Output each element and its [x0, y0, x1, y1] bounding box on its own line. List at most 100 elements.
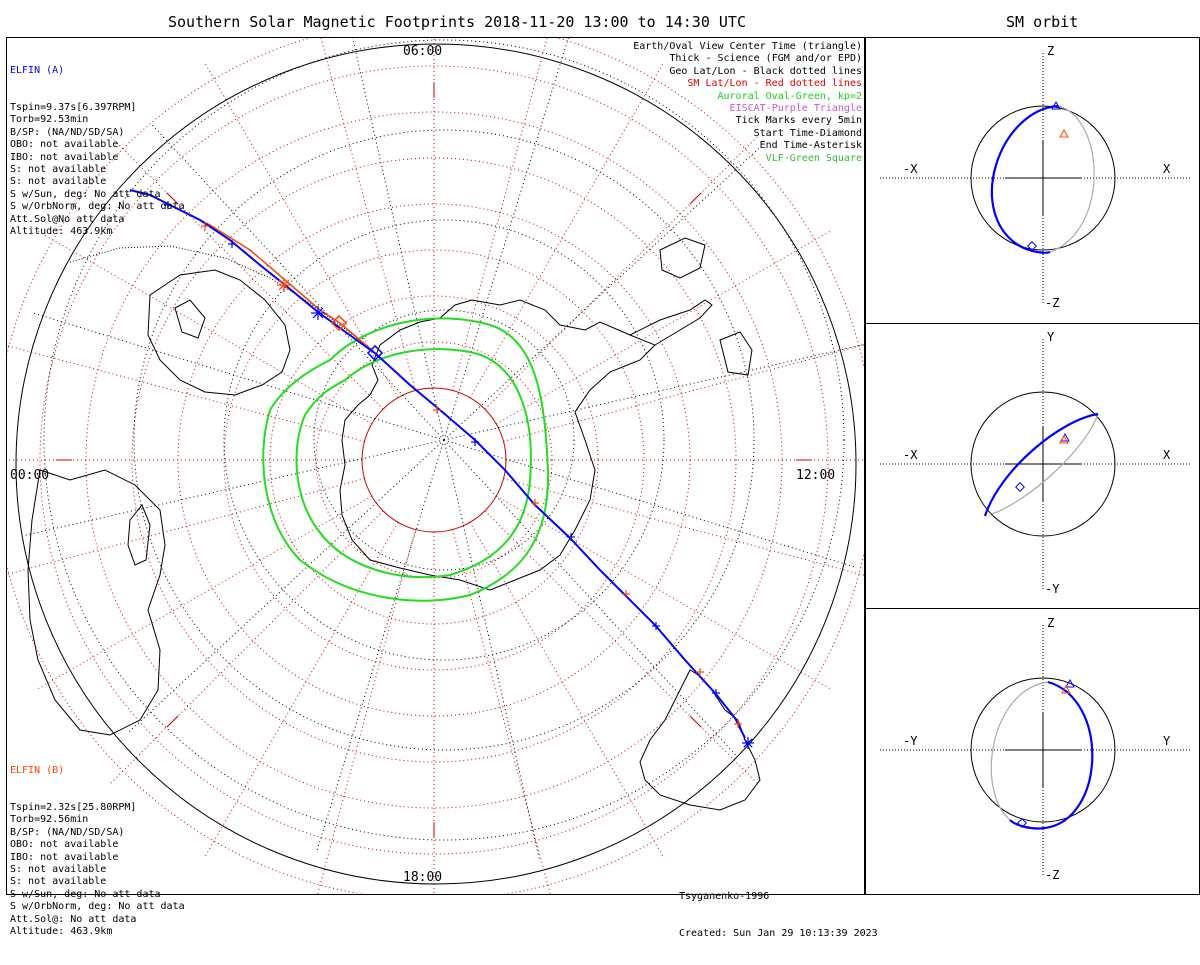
orbit-label-right: Y [1163, 734, 1171, 748]
elfin-b-line-2: B/SP: (NA/ND/SD/SA) [10, 826, 125, 838]
sm-tick [689, 715, 702, 728]
sm-lon-line [503, 478, 864, 576]
legend-item-1: Thick - Science (FGM and/or EPD) [669, 53, 862, 65]
legend-item-9: VLF-Green Square [765, 152, 862, 164]
orbit-plots [880, 53, 1190, 875]
elfin-b-geo-trace [69, 245, 376, 353]
madagascar-outline [127, 504, 151, 566]
orbit-start-diamond [1017, 818, 1027, 828]
elfin-a-info: ELFIN (A) Tspin=9.37s[6.397RPM] Torb=92.5… [10, 40, 185, 263]
sm-lat-circle [223, 249, 645, 671]
map-panel [6, 37, 865, 895]
legend-item-5: EISCAT-Purple Triangle [729, 103, 862, 115]
sm-lon-line [503, 344, 864, 442]
orbit-earth-circle [970, 391, 1116, 537]
geo-lat-circle [223, 219, 665, 661]
elfin-a-line-3: OBO: not available [10, 139, 119, 151]
sm-tick [166, 715, 179, 728]
sm-lon-line [469, 61, 665, 398]
elfin-a-line-10: Altitude: 463.9km [10, 226, 113, 238]
elfin-a-line-8: S w/OrbNorm, deg: No att data [10, 201, 185, 213]
orbit-front-arc [983, 412, 1099, 517]
main-title: Southern Solar Magnetic Footprints 2018-… [168, 13, 746, 31]
footprint-figure: Southern Solar Magnetic Footprints 2018-… [6, 13, 1200, 939]
orbit-label-left: -X [903, 162, 918, 176]
elfin-a-line-2: B/SP: (NA/ND/SD/SA) [10, 126, 125, 138]
australia-outline [147, 269, 291, 396]
elfin-b-line-4: IBO: not available [10, 851, 119, 863]
orbit-label-top: Y [1047, 330, 1055, 344]
legend-item-0: Earth/Oval View Center Time (triangle) [633, 41, 862, 52]
mlt-label-top: 06:00 [403, 44, 443, 59]
legend-item-2: Geo Lat/Lon - Black dotted lines [669, 65, 862, 77]
elfin-a-line-9: Att.Sol@No att data [10, 213, 125, 225]
sm-lon-line [203, 61, 399, 398]
orbit-label-right: X [1163, 162, 1171, 176]
elfin-b-track [159, 199, 377, 355]
elfin-a-line-1: Torb=92.53min [10, 114, 89, 126]
model-label: Tsyganenko-1996 [679, 890, 770, 902]
orbit-center-triangle-b [1061, 684, 1071, 694]
orbit-label-left: -X [903, 448, 918, 462]
sm-lat-circle [131, 157, 737, 763]
geo-lat-circle [313, 309, 575, 571]
elfin-a-line-7: S w/Sun, deg: No att data [10, 188, 161, 200]
elfin-b-line-0: Tspin=2.32s[25.80RPM] [10, 802, 137, 814]
orbit-title: SM orbit [1006, 13, 1079, 31]
orbit-start-diamond [1027, 241, 1037, 251]
elfin-a-line-0: Tspin=9.37s[6.397RPM] [10, 102, 137, 114]
elfin-b-line-3: OBO: not available [10, 839, 119, 851]
elfin-a-end-asterisk [312, 307, 324, 319]
mlt-label-bottom: 18:00 [403, 870, 443, 885]
greenland-outline [659, 237, 706, 279]
sm-lon-line [203, 522, 399, 859]
sm-tick [166, 192, 179, 205]
legend-item-8: End Time-Asterisk [759, 140, 862, 152]
sm-lon-line [108, 510, 384, 786]
sm-lon-line [496, 229, 833, 425]
sm-lon-line [108, 134, 384, 410]
orbit-earth-circle [970, 677, 1116, 823]
elfin-b-line-1: Torb=92.56min [10, 814, 89, 826]
legend: Earth/Oval View Center Time (triangle) Th… [633, 41, 862, 165]
elfin-a-lines: Tspin=9.37s[6.397RPM] Torb=92.53min B/SP: … [10, 102, 185, 238]
orbit-center-triangle [1051, 100, 1061, 110]
orbit-earth-circle [970, 105, 1116, 251]
auroral-oval-inner [295, 348, 532, 579]
orbit-label-top: Z [1047, 44, 1055, 58]
orbit-label-bottom: -Y [1045, 582, 1060, 596]
orbit-center-triangle-b [1059, 434, 1069, 444]
orbit-label-left: -Y [903, 734, 918, 748]
elfin-b-line-7: S w/Sun, deg: No att data [10, 888, 161, 900]
geo-lat-circle [43, 39, 845, 841]
orbit-label-bottom: -Z [1045, 296, 1060, 310]
mlt-label-left: 00:00 [10, 468, 50, 483]
orbit-back-arc [991, 413, 1099, 515]
orbit-back-arc [990, 681, 1049, 821]
antarctica-outline [339, 299, 656, 591]
sm-lon-line [35, 229, 372, 425]
legend-item-6: Tick Marks every 5min [735, 115, 862, 127]
elfin-b-line-5: S: not available [10, 864, 107, 876]
antarctic-islands-outline [719, 331, 753, 376]
sm-lon-line [496, 495, 833, 691]
sm-lon-line [317, 529, 416, 894]
orbit-label-right: X [1163, 448, 1171, 462]
orbit-start-diamond [1015, 482, 1025, 492]
sm-lat-circle [39, 65, 829, 855]
orbit-back-arc [1049, 105, 1095, 253]
earth-limb [15, 43, 857, 885]
sm-lon-line [484, 510, 760, 786]
sm-lon-line [320, 38, 416, 391]
orbit-front-arc [1009, 680, 1094, 830]
elfin-b-name: ELFIN (B) [10, 764, 65, 776]
new-zealand-outline [174, 299, 206, 339]
orbit-label-top: Z [1047, 616, 1055, 630]
elfin-b-start-diamond [330, 314, 348, 332]
elfin-b-line-6: S: not available [10, 876, 107, 888]
africa-outline [27, 469, 166, 736]
auroral-oval-outer [262, 317, 550, 602]
footprint-map [7, 38, 864, 894]
orbit-front-arc [990, 104, 1059, 254]
sm-tick [689, 192, 702, 205]
